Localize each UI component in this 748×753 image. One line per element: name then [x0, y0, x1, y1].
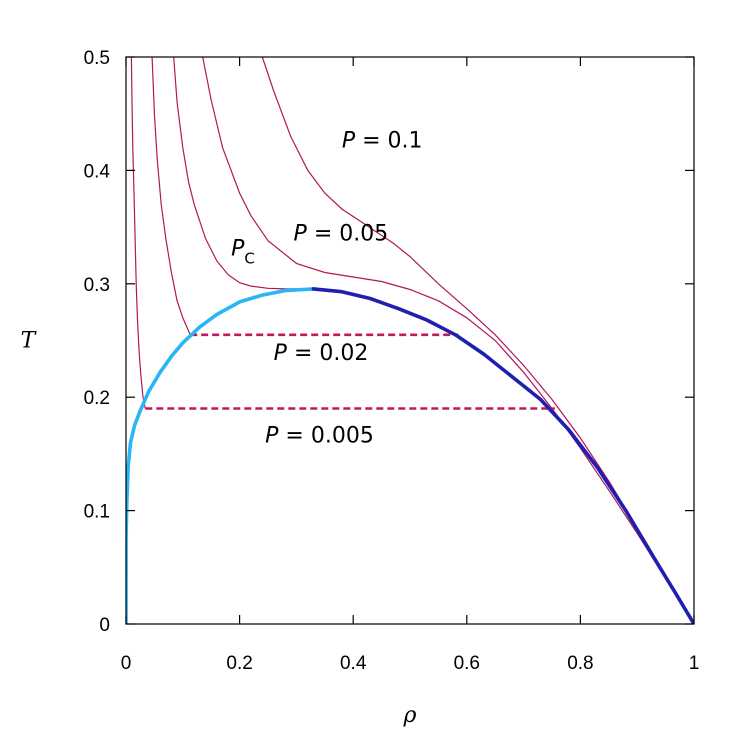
x-tick-label: 0.2: [226, 653, 252, 674]
y-axis-label: T: [21, 329, 38, 354]
annotation-variable: P: [231, 236, 245, 261]
isobar-series-2: [173, 57, 314, 290]
plot-frame: [125, 56, 695, 625]
y-tick-label: 0.1: [84, 502, 110, 523]
coexistence-gas-series-7: [126, 287, 316, 624]
annotation-subscript: C: [244, 249, 254, 267]
curves-layer: [126, 57, 694, 624]
isobar-annotation: P = 0.005: [265, 424, 374, 449]
y-tick-label: 0.2: [84, 388, 110, 409]
y-tick-label: 0.3: [84, 275, 110, 296]
annotation-value: = 0.05: [307, 222, 388, 247]
annotation-variable: P: [274, 341, 288, 366]
annotation-value: = 0.1: [355, 129, 422, 154]
annotation-value: = 0.02: [287, 341, 368, 366]
x-tick-label: 0.4: [340, 653, 367, 674]
isobar-series-0: [130, 57, 146, 409]
x-tick-label: 0.6: [454, 653, 480, 674]
y-tick-label: 0.5: [84, 48, 110, 69]
coexistence-liquid-series-8: [311, 287, 694, 624]
isobar-series-4: [261, 57, 694, 624]
isobar-series-1: [151, 57, 191, 336]
annotation-variable: P: [265, 424, 279, 449]
y-tick-label: 0: [99, 615, 110, 636]
x-tick-label: 0: [121, 653, 132, 674]
annotation-variable: P: [342, 129, 356, 154]
isobar-annotation: P = 0.05: [294, 222, 389, 247]
x-tick-label: 1: [689, 653, 700, 674]
tick-layer: 0 0.2 0.4 0.6 0.8 1 0 0.1 0.2 0.3 0.4 0.5: [84, 48, 700, 674]
isobar-series-3: [202, 57, 694, 624]
isobar-annotation: P = 0.02: [274, 341, 369, 366]
x-axis-label: ρ: [403, 703, 417, 728]
annotation-value: = 0.005: [278, 424, 373, 449]
isobar-annotation: P = 0.1: [342, 129, 423, 154]
y-tick-label: 0.4: [84, 161, 111, 182]
x-tick-label: 0.8: [567, 653, 593, 674]
annotation-variable: P: [294, 222, 308, 247]
isobar-annotation: PC: [231, 236, 255, 267]
